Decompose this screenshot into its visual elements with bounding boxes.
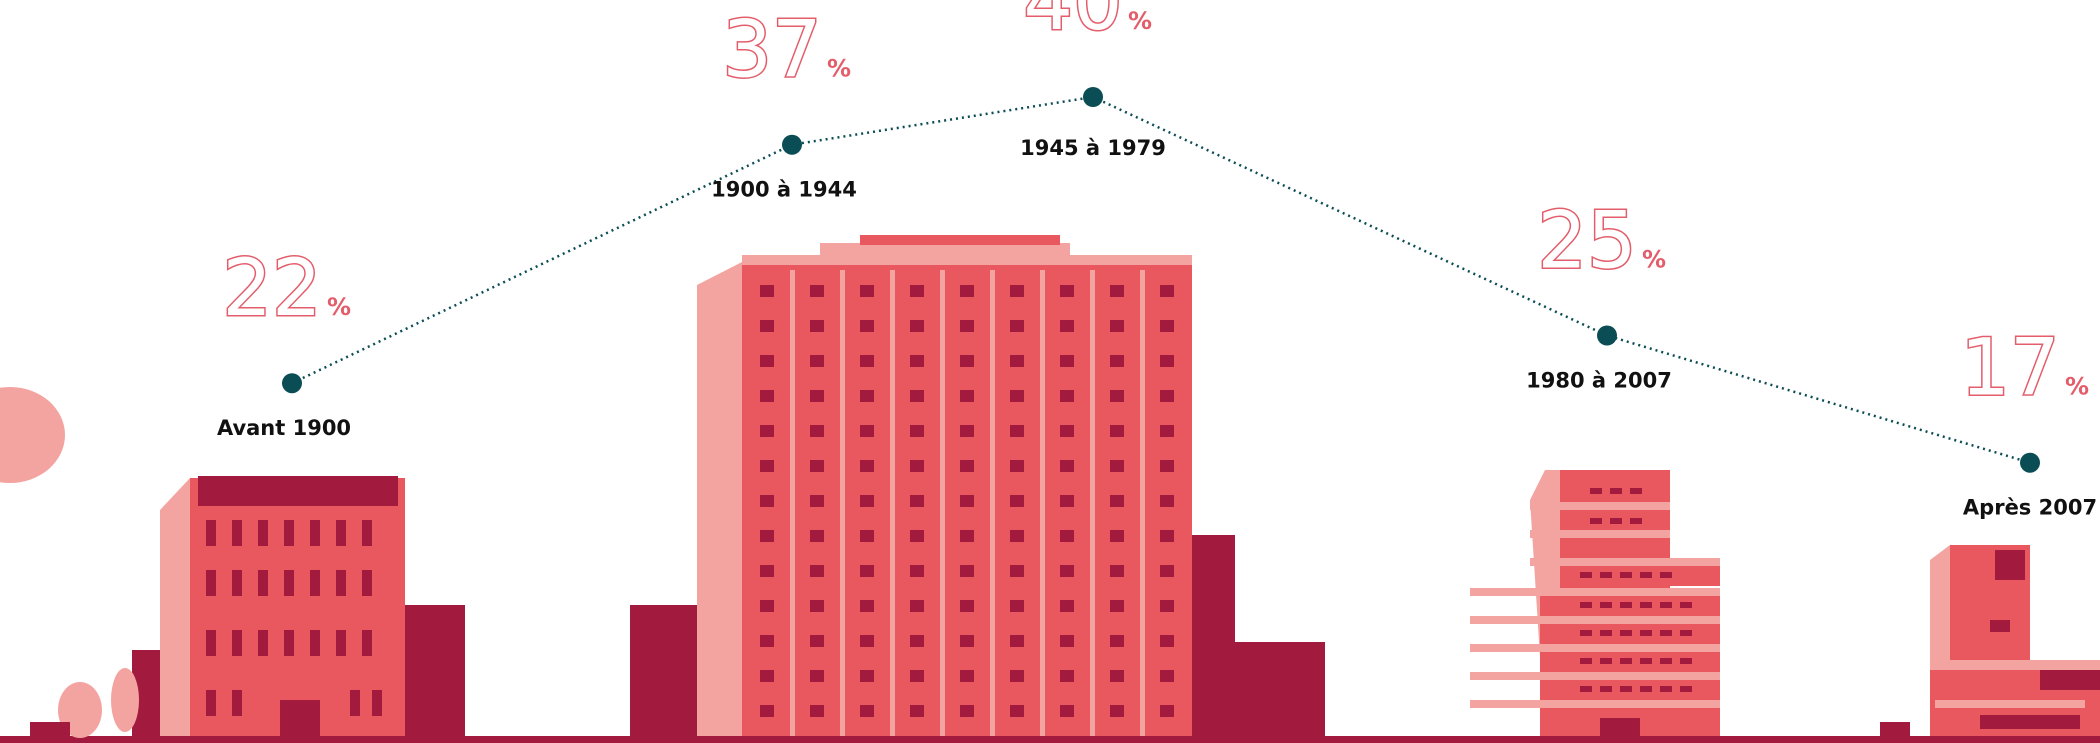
illustration: [0, 235, 2100, 743]
building-tower: [630, 235, 1325, 736]
data-label-unit: %: [2065, 373, 2089, 401]
data-label: 25: [1537, 197, 1636, 287]
category-label: Après 2007: [1963, 496, 2097, 520]
data-point: [282, 373, 302, 394]
data-label-unit: %: [327, 293, 351, 321]
data-label: 40: [1023, 0, 1122, 48]
data-label-unit: %: [1642, 246, 1666, 274]
building-avant-1900: [30, 476, 465, 738]
data-label: 22: [222, 244, 321, 334]
category-label: Avant 1900: [217, 416, 351, 440]
category-label: 1900 à 1944: [711, 178, 857, 202]
data-label: 17: [1960, 324, 2059, 414]
data-label-unit: %: [827, 55, 851, 83]
building-1980-2007: [1470, 470, 1720, 736]
data-point: [782, 134, 802, 155]
data-point: [2020, 452, 2040, 473]
data-label-unit: %: [1128, 7, 1152, 35]
data-point: [1083, 87, 1103, 107]
category-label: 1980 à 2007: [1526, 369, 1672, 393]
building-apres-2007: [1880, 545, 2100, 736]
ground-line: [0, 736, 2100, 743]
data-label: 37: [722, 6, 821, 96]
category-label: 1945 à 1979: [1020, 136, 1166, 160]
data-point: [1597, 325, 1617, 346]
tree-canopy-left: [0, 387, 65, 483]
